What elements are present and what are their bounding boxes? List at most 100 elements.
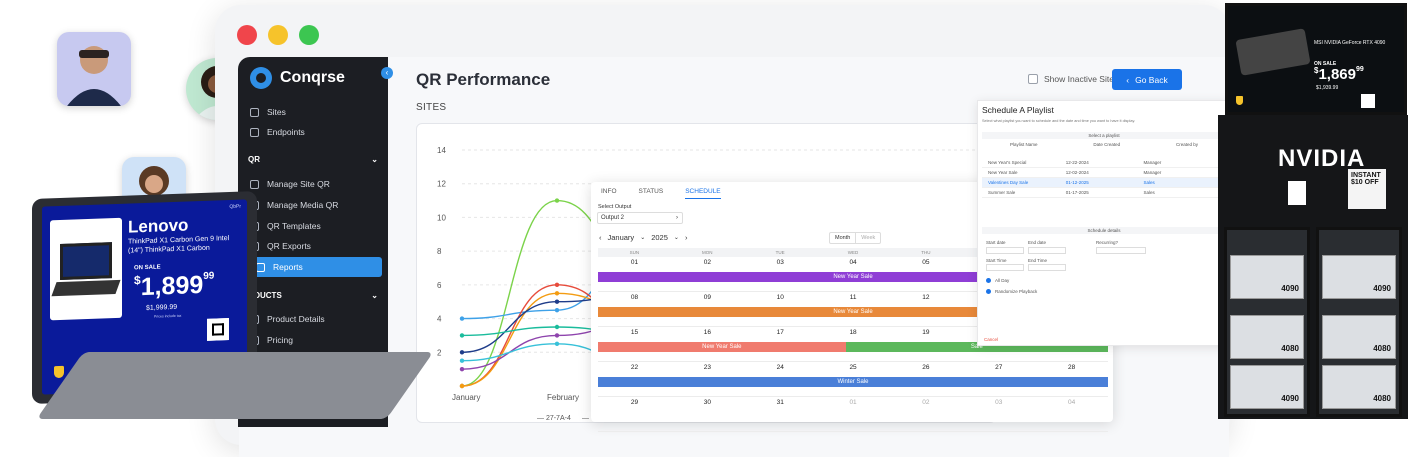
sidebar-section-qr[interactable]: QR ⌄ — [248, 155, 378, 164]
calendar-day[interactable]: 02 — [922, 399, 930, 406]
data-point[interactable] — [554, 324, 560, 330]
sidebar-item-qr-templates[interactable]: QR Templates — [238, 216, 388, 236]
sidebar-item-qr-exports[interactable]: QR Exports — [238, 236, 388, 256]
calendar-event[interactable]: New Year Sale — [598, 342, 846, 352]
calendar-day[interactable]: 31 — [776, 399, 784, 406]
calendar-day[interactable]: 11 — [849, 294, 857, 301]
tab-info[interactable]: INFO — [601, 188, 617, 195]
endpoints-icon — [250, 127, 259, 137]
month-select[interactable]: January — [607, 233, 635, 242]
sidebar-item-pricing[interactable]: Pricing — [238, 330, 388, 350]
calendar-event[interactable]: New Year Sale — [598, 272, 1108, 282]
calendar-day[interactable]: 08 — [630, 294, 639, 301]
table-row[interactable]: Valentines Day Sale 01-12-2025 Sales — [982, 178, 1226, 188]
tab-status[interactable]: STATUS — [638, 188, 664, 195]
calendar-event[interactable]: Winter Sale — [598, 377, 1108, 387]
close-dot[interactable] — [237, 25, 257, 45]
end-date-input[interactable] — [1028, 247, 1066, 254]
calendar-day[interactable]: 03 — [776, 259, 784, 266]
chevron-left-icon: ‹ — [1126, 74, 1130, 85]
calendar-day[interactable]: 04 — [1068, 399, 1076, 406]
data-point[interactable] — [459, 350, 465, 355]
weekday: THU — [921, 250, 931, 255]
calendar-day[interactable]: 16 — [703, 329, 711, 336]
sidebar-item-sites[interactable]: Sites — [238, 102, 388, 122]
calendar-day[interactable]: 04 — [849, 259, 857, 266]
calendar-day[interactable]: 17 — [776, 329, 784, 336]
table-row[interactable]: New Year's Special 12-22-2024 Manager — [982, 158, 1226, 168]
calendar-day[interactable]: 02 — [703, 259, 711, 266]
sidebar-item-manage-media-qr[interactable]: Manage Media QR — [238, 195, 388, 215]
table-row[interactable]: Summer Sale 01-17-2025 Sales — [982, 188, 1226, 198]
ad-old-price: $1,999.99 — [146, 303, 178, 312]
calendar-event[interactable]: Sale — [845, 342, 1108, 352]
end-time-input[interactable] — [1028, 264, 1066, 271]
data-point[interactable] — [554, 307, 560, 313]
calendar-day[interactable]: 30 — [703, 399, 711, 406]
calendar-day[interactable]: 03 — [995, 399, 1003, 406]
calendar-day[interactable]: 01 — [849, 399, 857, 406]
sidebar-item-product-details[interactable]: Product Details — [238, 309, 388, 329]
collapse-sidebar-icon[interactable]: ‹ — [381, 67, 393, 79]
show-inactive-toggle[interactable]: Show Inactive Site — [1028, 74, 1114, 84]
calendar-day[interactable]: 25 — [849, 364, 857, 371]
all-day-option[interactable]: All Day — [986, 278, 1009, 283]
data-point[interactable] — [459, 358, 465, 363]
go-back-button[interactable]: ‹ Go Back — [1112, 69, 1182, 90]
checkbox-icon[interactable] — [986, 278, 991, 283]
data-point[interactable] — [554, 341, 560, 347]
data-point[interactable] — [459, 383, 465, 389]
column-header[interactable]: Playlist Name — [1009, 142, 1038, 147]
prev-month-icon[interactable]: ‹ — [599, 233, 602, 242]
calendar-day[interactable]: 15 — [630, 329, 639, 336]
calendar-day[interactable]: 28 — [1068, 364, 1076, 371]
data-point[interactable] — [554, 282, 560, 288]
calendar-day[interactable]: 01 — [630, 259, 639, 266]
checkbox-icon[interactable] — [986, 289, 991, 294]
calendar-day[interactable]: 22 — [630, 364, 639, 371]
output-select[interactable]: Output 2 › — [597, 212, 683, 224]
data-point[interactable] — [554, 291, 560, 296]
randomize-option[interactable]: Randomize Playback — [986, 289, 1037, 294]
view-month-button[interactable]: Month — [835, 235, 851, 241]
calendar-day[interactable]: 09 — [703, 294, 711, 301]
calendar-day[interactable]: 18 — [849, 329, 857, 336]
data-point[interactable] — [554, 333, 560, 338]
sidebar-item-reports[interactable]: Reports — [244, 257, 382, 277]
calendar-day[interactable]: 05 — [922, 259, 930, 266]
data-point[interactable] — [459, 333, 465, 338]
tab-schedule[interactable]: SCHEDULE — [685, 188, 721, 199]
calendar-day[interactable]: 27 — [995, 364, 1003, 371]
calendar-day[interactable]: 19 — [922, 329, 930, 336]
calendar-day[interactable]: 24 — [776, 364, 784, 371]
minimize-dot[interactable] — [268, 25, 288, 45]
calendar-day[interactable]: 29 — [630, 399, 639, 406]
sidebar-section-products[interactable]: ODUCTS ⌄ — [248, 291, 378, 300]
calendar-day[interactable]: 10 — [776, 294, 784, 301]
calendar-day[interactable]: 26 — [922, 364, 930, 371]
calendar-day[interactable]: 12 — [922, 294, 930, 301]
sidebar-item-endpoints[interactable]: Endpoints — [238, 122, 388, 142]
year-select[interactable]: 2025 — [651, 233, 668, 242]
cancel-link[interactable]: Cancel — [984, 337, 999, 342]
brand-logo[interactable]: Conqrse — [250, 63, 380, 93]
sidebar-item-manage-site-qr[interactable]: Manage Site QR — [238, 174, 388, 194]
calendar-event[interactable]: New Year Sale — [598, 307, 1108, 317]
maximize-dot[interactable] — [299, 25, 319, 45]
table-row[interactable]: New Year Sale 12-02-2024 Manager — [982, 168, 1226, 178]
data-point[interactable] — [459, 316, 465, 321]
go-back-label: Go Back — [1135, 74, 1168, 85]
view-week-button[interactable]: Week — [855, 233, 880, 243]
output-select-value: Output 2 — [601, 215, 625, 221]
data-point[interactable] — [554, 198, 560, 203]
data-point[interactable] — [554, 299, 560, 304]
calendar-day[interactable]: 23 — [703, 364, 711, 371]
next-month-icon[interactable]: › — [684, 233, 688, 242]
show-inactive-checkbox[interactable] — [1028, 74, 1038, 84]
column-header[interactable]: Date Created — [1093, 142, 1121, 147]
column-header[interactable]: Created by — [1176, 142, 1199, 147]
start-time-input[interactable] — [986, 264, 1024, 271]
data-point[interactable] — [459, 366, 465, 372]
recurring-select[interactable] — [1096, 247, 1146, 254]
start-date-input[interactable] — [986, 247, 1024, 254]
